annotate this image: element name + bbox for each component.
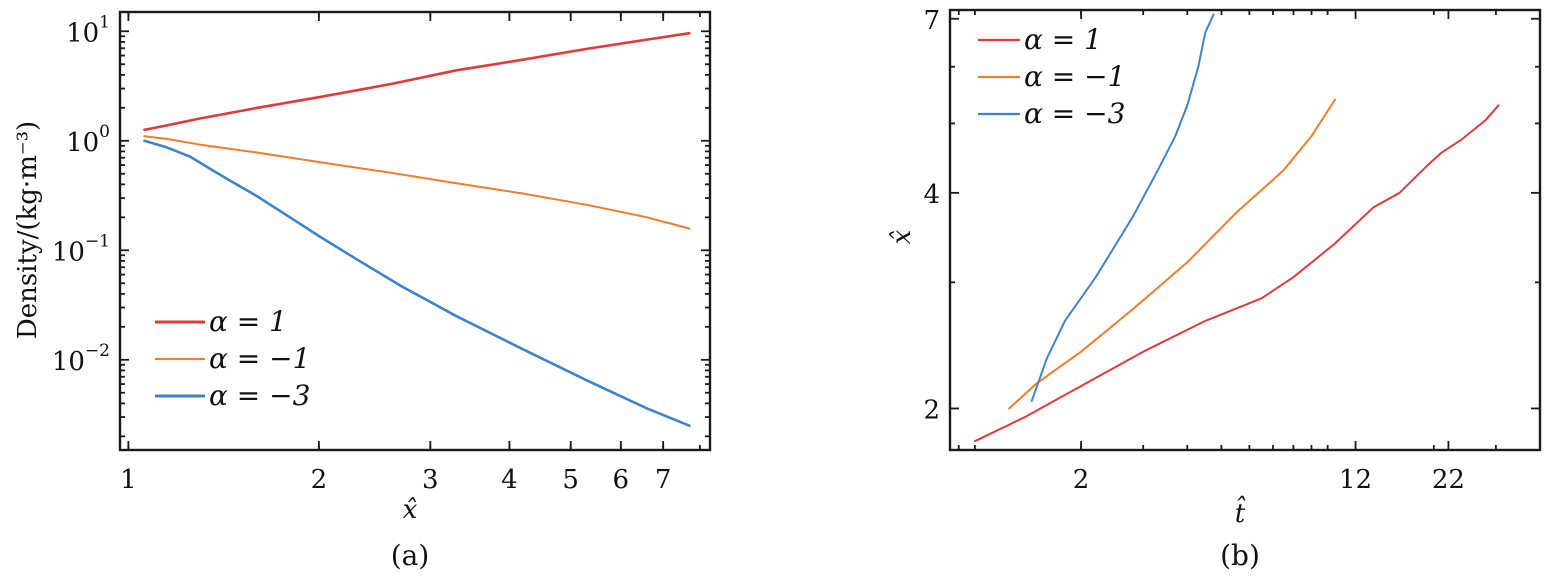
x-tick-label: 22 bbox=[1432, 465, 1465, 495]
y-tick-label: 10−2 bbox=[52, 341, 110, 377]
x-tick-label: 2 bbox=[311, 465, 328, 495]
panel-b-series bbox=[973, 13, 1500, 443]
panel-b-plot-frame bbox=[948, 8, 1542, 452]
series-line-2 bbox=[1008, 98, 1337, 410]
panel-b-legend: α = 1 α = −1 α = −3 bbox=[978, 23, 1125, 130]
y-tick-label: 2 bbox=[923, 395, 940, 425]
panel-a-x-axis-label: x̂ bbox=[403, 495, 418, 525]
x-tick-label: 1 bbox=[120, 465, 137, 495]
legend-label: α = −3 bbox=[209, 379, 310, 412]
x-tick-label: 2 bbox=[1073, 465, 1090, 495]
panel-b-x-axis-label: t̂ bbox=[1235, 495, 1247, 529]
y-tick-label: 10−1 bbox=[52, 231, 110, 267]
series-line-2 bbox=[143, 135, 691, 230]
y-tick-label: 101 bbox=[66, 12, 110, 48]
x-tick-label: 7 bbox=[655, 465, 672, 495]
legend-label: α = −3 bbox=[1024, 97, 1125, 130]
panel-a-ticks: 1 2 3 4 5 6 7 101 100 10−1 10−2 bbox=[52, 12, 710, 495]
legend-label: α = −1 bbox=[1024, 60, 1125, 93]
panel-a-legend: α = 1 α = −1 α = −3 bbox=[155, 305, 310, 412]
x-tick-label: 3 bbox=[422, 465, 439, 495]
legend-label: α = 1 bbox=[209, 305, 287, 338]
panel-b-y-axis-label: x̂ bbox=[887, 229, 917, 244]
y-tick-label: 100 bbox=[66, 122, 110, 158]
series-line-1 bbox=[973, 104, 1500, 443]
panel-b-caption: (b) bbox=[1220, 539, 1260, 572]
legend-label: α = −1 bbox=[209, 342, 310, 375]
x-tick-label: 6 bbox=[613, 465, 630, 495]
x-tick-label: 4 bbox=[501, 465, 518, 495]
legend-label: α = 1 bbox=[1024, 23, 1102, 56]
panel-a-series bbox=[143, 31, 691, 428]
panel-a-caption: (a) bbox=[391, 539, 430, 572]
y-tick-label: 4 bbox=[923, 180, 940, 210]
x-tick-label: 12 bbox=[1339, 465, 1372, 495]
series-line-3 bbox=[143, 139, 691, 428]
panel-a-y-axis-label: Density/(kg·m⁻³) bbox=[13, 121, 43, 339]
x-tick-label: 5 bbox=[562, 465, 579, 495]
y-tick-label: 7 bbox=[923, 6, 940, 36]
series-line-1 bbox=[143, 31, 691, 132]
series-line-3 bbox=[1030, 13, 1215, 402]
panel-a-plot-frame bbox=[118, 10, 712, 452]
